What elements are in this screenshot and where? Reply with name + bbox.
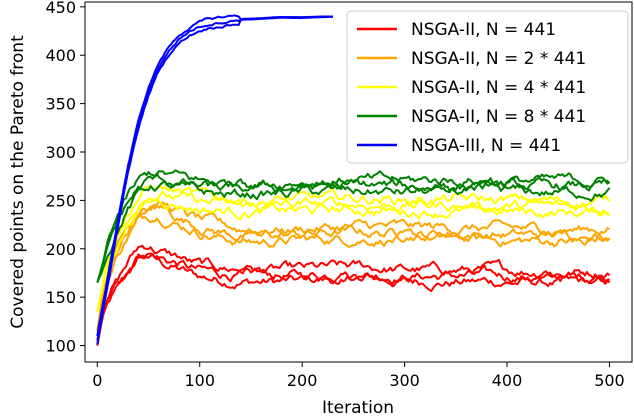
series-line (96, 252, 611, 346)
series-line (96, 184, 611, 312)
legend-label: NSGA-II, N = 2 * 441 (411, 49, 586, 69)
x-tick-label: 100 (184, 371, 215, 390)
x-tick-label: 0 (92, 371, 102, 390)
series-line (96, 197, 610, 312)
series-line (96, 15, 333, 345)
legend-label: NSGA-II, N = 8 * 441 (411, 107, 586, 127)
y-tick-label: 100 (45, 337, 76, 356)
y-tick-label: 400 (45, 46, 76, 65)
y-axis-label: Covered points on the Pareto front (8, 35, 28, 329)
legend-label: NSGA-II, N = 4 * 441 (411, 78, 586, 98)
series-line (96, 244, 611, 346)
x-axis: 0 100 200 300 400 500 (92, 362, 625, 390)
y-tick-label: 150 (45, 288, 76, 307)
series-line (96, 15, 333, 341)
y-tick-label: 200 (45, 240, 76, 259)
y-tick-label: 450 (45, 0, 76, 17)
series-line (96, 180, 611, 283)
x-tick-label: 200 (287, 371, 318, 390)
series-line (96, 169, 611, 283)
series-line (96, 253, 611, 346)
legend: NSGA-II, N = 441 NSGA-II, N = 2 * 441 NSGA… (346, 10, 629, 164)
series-line (96, 14, 333, 337)
y-tick-label: 250 (45, 191, 76, 210)
y-tick-label: 350 (45, 95, 76, 114)
legend-frame (346, 10, 629, 164)
y-tick-label: 300 (45, 143, 76, 162)
y-axis: 100 150 200 250 300 350 400 450 (45, 0, 85, 356)
legend-label: NSGA-II, N = 441 (411, 20, 556, 40)
plot-frame (84, 1, 633, 363)
legend-label: NSGA-III, N = 441 (411, 136, 561, 156)
series-line (96, 214, 610, 332)
series-line (96, 203, 611, 332)
x-axis-label: Iteration (322, 398, 394, 418)
x-tick-label: 400 (492, 371, 523, 390)
x-tick-label: 500 (594, 371, 625, 390)
x-tick-label: 300 (389, 371, 420, 390)
series-lines (96, 14, 611, 346)
